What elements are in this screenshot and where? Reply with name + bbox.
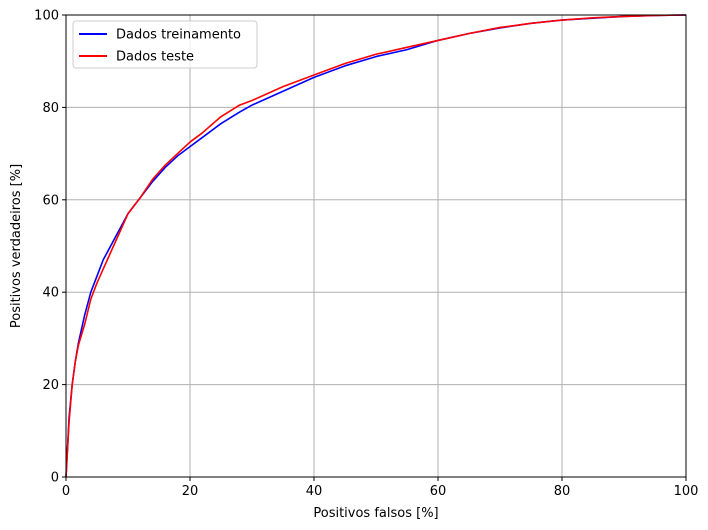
y-tick-label: 100	[34, 9, 59, 24]
x-tick-label: 40	[306, 484, 323, 499]
legend-label-test: Dados teste	[116, 50, 194, 65]
legend-label-train: Dados treinamento	[116, 28, 241, 43]
plot-frame	[65, 14, 687, 478]
y-tick-label: 40	[42, 286, 59, 301]
x-tick-label: 100	[674, 484, 699, 499]
y-tick-label: 60	[42, 193, 59, 208]
x-tick-label: 20	[182, 484, 199, 499]
y-tick-label: 80	[42, 101, 59, 116]
axis-ticks: 0 20 40 60 80 100 0 20 40 60 80 100	[34, 9, 698, 500]
x-tick-label: 0	[62, 484, 70, 499]
x-axis-label: Positivos falsos [%]	[313, 506, 438, 521]
series-line-test	[65, 14, 687, 478]
series-lines	[65, 14, 687, 478]
x-tick-label: 80	[554, 484, 571, 499]
y-axis-label: Positivos verdadeiros [%]	[9, 164, 24, 328]
legend-box	[72, 20, 258, 69]
x-tick-label: 60	[430, 484, 447, 499]
y-tick-label: 0	[51, 471, 59, 486]
y-tick-label: 20	[42, 378, 59, 393]
legend: Dados treinamento Dados teste	[72, 20, 258, 69]
